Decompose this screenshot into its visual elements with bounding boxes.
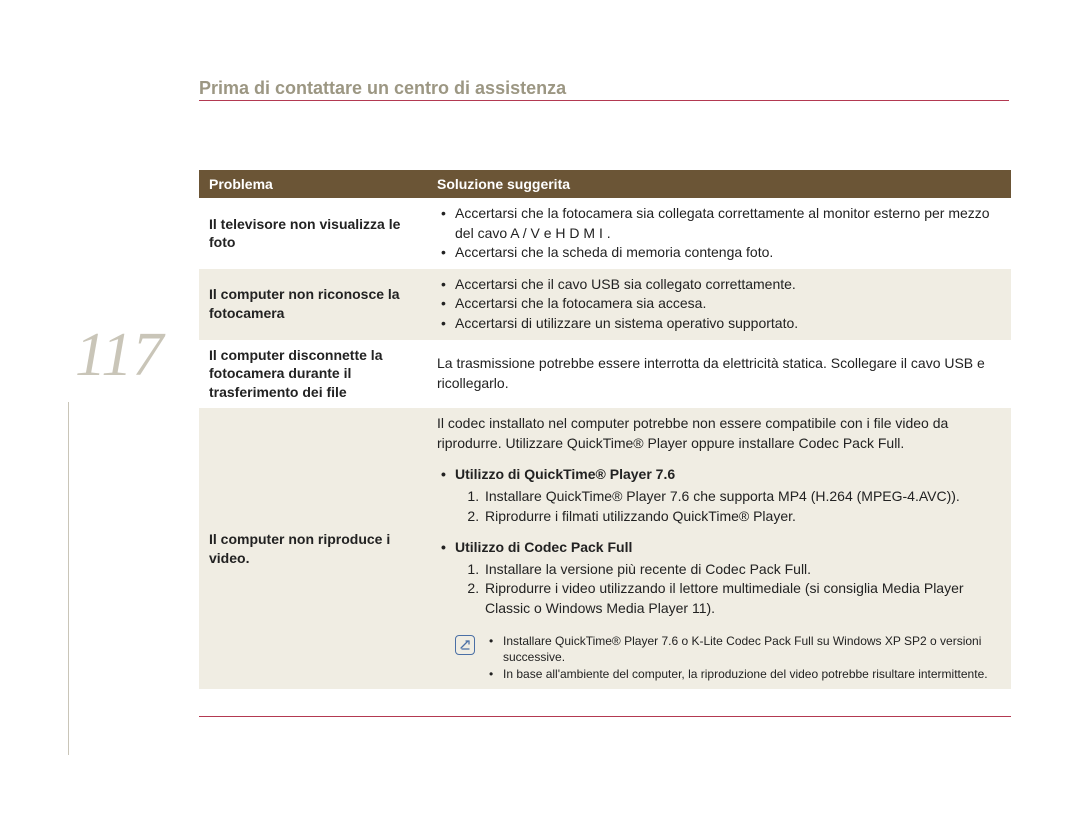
solution-cell: Accertarsi che il cavo USB sia collegato… [427, 269, 1011, 340]
solution-text: Il codec installato nel computer potrebb… [437, 414, 1001, 453]
solution-bullet: Accertarsi che il cavo USB sia collegato… [437, 275, 1001, 295]
bottom-rule [199, 716, 1011, 717]
table-row: Il televisore non visualizza le foto Acc… [199, 198, 1011, 269]
note-box: Installare QuickTime® Player 7.6 o K-Lit… [437, 633, 1001, 683]
solution-subheading: Utilizzo di Codec Pack Full [437, 538, 1001, 558]
solution-bullet: Accertarsi che la fotocamera sia accesa. [437, 294, 1001, 314]
vertical-divider [68, 402, 69, 755]
solution-bullet: Accertarsi di utilizzare un sistema oper… [437, 314, 1001, 334]
problem-cell: Il computer disconnette la fotocamera du… [199, 340, 427, 409]
col-header-solution: Soluzione suggerita [427, 170, 1011, 198]
table-row: Il computer non riconosce la fotocamera … [199, 269, 1011, 340]
table-row: Il computer non riproduce i video. Il co… [199, 408, 1011, 689]
solution-cell: Il codec installato nel computer potrebb… [427, 408, 1011, 689]
note-item: Installare QuickTime® Player 7.6 o K-Lit… [485, 633, 1001, 667]
solution-step: Riprodurre i video utilizzando il lettor… [483, 579, 1001, 618]
solution-bullet: Accertarsi che la fotocamera sia collega… [437, 204, 1001, 243]
table-header-row: Problema Soluzione suggerita [199, 170, 1011, 198]
note-icon [455, 635, 475, 655]
solution-step: Installare la versione più recente di Co… [483, 560, 1001, 580]
solution-step: Riprodurre i filmati utilizzando QuickTi… [483, 507, 1001, 527]
page-number: 117 [75, 320, 163, 391]
solution-step: Installare QuickTime® Player 7.6 che sup… [483, 487, 1001, 507]
table-row: Il computer disconnette la fotocamera du… [199, 340, 1011, 409]
title-underline [199, 100, 1009, 101]
problem-cell: Il computer non riconosce la fotocamera [199, 269, 427, 340]
solution-text: La trasmissione potrebbe essere interrot… [437, 355, 985, 391]
problem-cell: Il computer non riproduce i video. [199, 408, 427, 689]
page-title: Prima di contattare un centro di assiste… [199, 78, 566, 99]
solution-subheading: Utilizzo di QuickTime® Player 7.6 [437, 465, 1001, 485]
solution-bullet: Accertarsi che la scheda di memoria cont… [437, 243, 1001, 263]
col-header-problem: Problema [199, 170, 427, 198]
note-item: In base all'ambiente del computer, la ri… [485, 666, 1001, 683]
solution-cell: La trasmissione potrebbe essere interrot… [427, 340, 1011, 409]
solution-cell: Accertarsi che la fotocamera sia collega… [427, 198, 1011, 269]
troubleshooting-table: Problema Soluzione suggerita Il televiso… [199, 170, 1011, 689]
problem-cell: Il televisore non visualizza le foto [199, 198, 427, 269]
